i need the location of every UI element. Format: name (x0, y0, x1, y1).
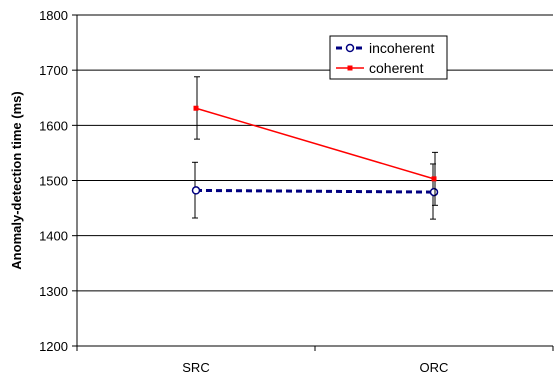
series-line (195, 107, 435, 180)
legend-box (329, 35, 448, 80)
axes (72, 14, 554, 351)
x-tick-label: SRC (182, 360, 209, 375)
y-tick-label: 1200 (39, 339, 68, 354)
data-point (191, 186, 201, 195)
y-tick-labels: 1200 1300 1400 1500 1600 1700 1800 (39, 8, 68, 354)
y-axis-label: Anomaly-detection time (ms) (9, 91, 24, 269)
x-tick-label: ORC (420, 360, 449, 375)
series-incoherent (191, 161, 439, 220)
data-point (431, 176, 437, 182)
series-layer (191, 76, 439, 220)
y-tick-label: 1700 (39, 63, 68, 78)
gridlines (77, 14, 553, 292)
legend-label: coherent (369, 60, 424, 76)
data-point (193, 105, 199, 111)
series-coherent (193, 76, 438, 206)
y-tick-label: 1300 (39, 284, 68, 299)
legend-marker (347, 65, 353, 71)
legend-label: incoherent (369, 40, 434, 56)
y-tick-label: 1500 (39, 174, 68, 189)
data-point (429, 187, 439, 197)
legend: incoherent coherent (329, 35, 448, 80)
series-line (195, 188, 435, 194)
legend-marker (345, 43, 355, 53)
x-tick-labels: SRC ORC (182, 360, 448, 375)
y-tick-label: 1400 (39, 229, 68, 244)
y-tick-label: 1600 (39, 118, 68, 133)
y-tick-label: 1800 (39, 8, 68, 23)
